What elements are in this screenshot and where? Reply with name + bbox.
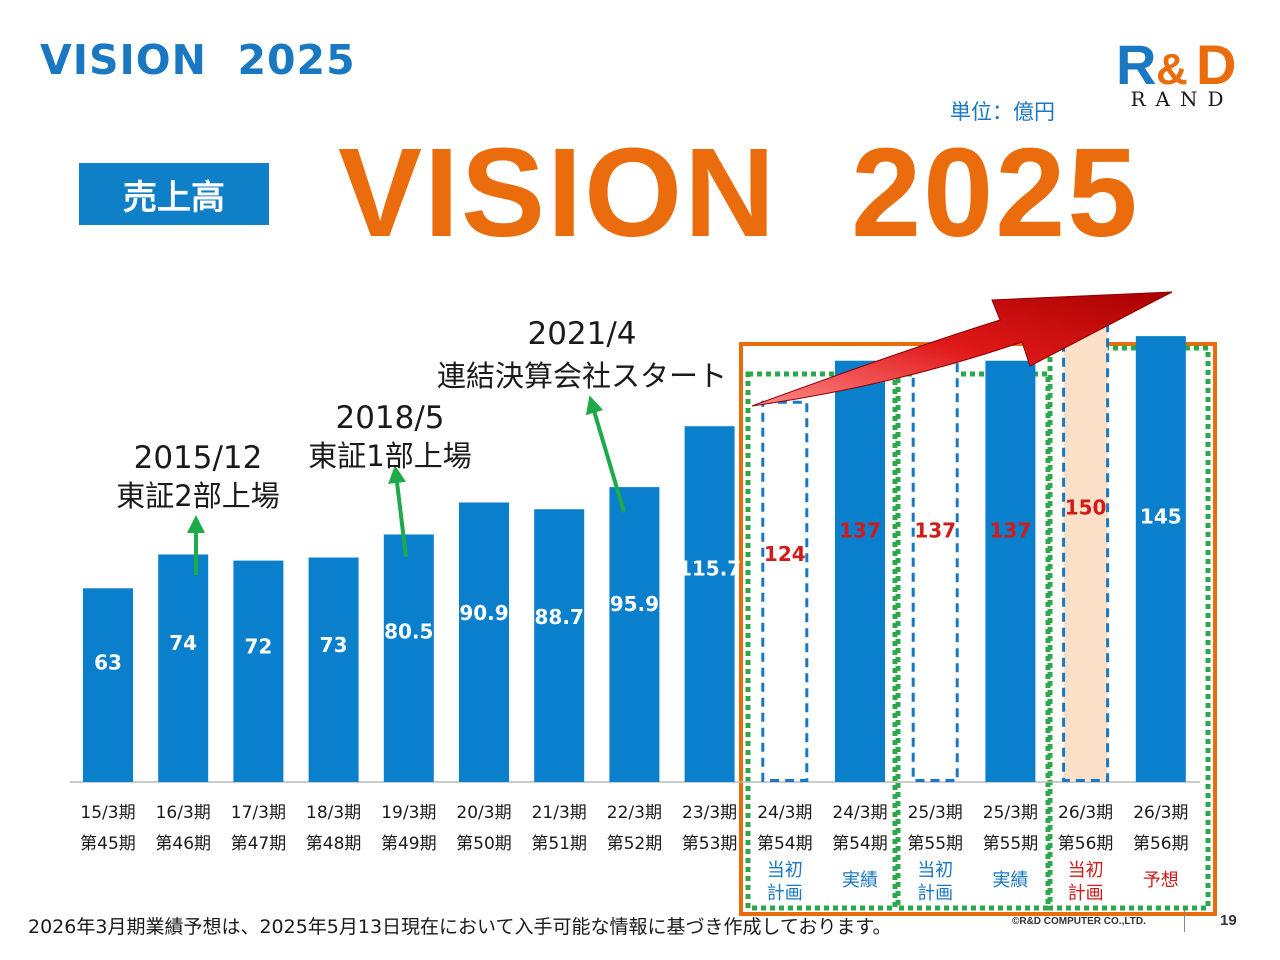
milestone-text-2015: 東証2部上場 bbox=[116, 479, 279, 513]
milestone-date-2021: 2021/4 bbox=[527, 316, 636, 352]
category-term-label: 第45期 bbox=[80, 834, 136, 854]
category-term-label: 第53期 bbox=[682, 834, 738, 854]
group-frame-fy2026 bbox=[1047, 345, 1211, 911]
category-period-label: 18/3期 bbox=[306, 803, 361, 823]
category-period-label: 21/3期 bbox=[532, 803, 587, 823]
category-period-label: 26/3期 bbox=[1058, 803, 1113, 823]
milestone-arrow-2018 bbox=[388, 465, 408, 558]
milestone-date-2015: 2015/12 bbox=[134, 440, 263, 476]
category-term-label: 第56期 bbox=[1133, 834, 1189, 854]
bar-value-label: 137 bbox=[839, 519, 881, 543]
bar-value-label: 115.7 bbox=[678, 557, 741, 581]
bar-value-label: 73 bbox=[320, 633, 348, 657]
unit-label: 単位：億円 bbox=[950, 100, 1055, 124]
category-term-label: 第54期 bbox=[832, 834, 888, 854]
category-period-label: 25/3期 bbox=[983, 803, 1038, 823]
category-period-label: 15/3期 bbox=[80, 803, 135, 823]
category-term-label: 第54期 bbox=[757, 834, 813, 854]
category-term-label: 第56期 bbox=[1058, 834, 1114, 854]
group-frame-fy2024 bbox=[745, 371, 898, 911]
bar bbox=[684, 426, 735, 782]
category-note-label: 実績 bbox=[992, 870, 1028, 891]
vision-title: VISION 2025 bbox=[338, 122, 1140, 263]
category-note-label: 当初 bbox=[1068, 860, 1104, 881]
plan-bar bbox=[911, 360, 959, 782]
company-logo: R & D RAND bbox=[1116, 33, 1236, 111]
category-note-label: 計画 bbox=[917, 883, 953, 904]
bar bbox=[609, 487, 660, 782]
category-term-label: 第47期 bbox=[231, 834, 287, 854]
category-term-label: 第50期 bbox=[456, 834, 512, 854]
bar-series: 63 74 72 73 80.5 90.9 88.7 95.9 115.7 124 137 137 13… bbox=[83, 320, 1186, 782]
bar-value-label: 88.7 bbox=[535, 605, 584, 629]
category-period-label: 25/3期 bbox=[908, 803, 963, 823]
milestone-date-2018: 2018/5 bbox=[335, 400, 444, 436]
category-note-label: 予想 bbox=[1143, 870, 1179, 891]
category-term-label: 第46期 bbox=[155, 834, 211, 854]
category-term-label: 第51期 bbox=[531, 834, 587, 854]
logo-word: RAND bbox=[1130, 87, 1233, 111]
category-note-label: 計画 bbox=[1068, 883, 1104, 904]
bar bbox=[158, 554, 209, 782]
category-term-label: 第55期 bbox=[907, 834, 963, 854]
category-term-label: 第48期 bbox=[306, 834, 362, 854]
copyright: ©R&D COMPUTER CO.,LTD. bbox=[1012, 916, 1146, 927]
bar bbox=[233, 560, 284, 782]
bar bbox=[1135, 336, 1186, 782]
category-period-label: 22/3期 bbox=[607, 803, 662, 823]
bar bbox=[534, 509, 585, 782]
logo-amp: & bbox=[1156, 45, 1188, 94]
bar bbox=[83, 588, 133, 782]
bar bbox=[985, 360, 1036, 782]
page-heading: VISION 2025 bbox=[40, 36, 356, 84]
bar-value-label: 137 bbox=[990, 519, 1032, 543]
category-period-label: 20/3期 bbox=[456, 803, 511, 823]
bar bbox=[835, 360, 885, 782]
plan-bar bbox=[1062, 320, 1110, 782]
bar bbox=[308, 557, 359, 782]
category-note-label: 当初 bbox=[917, 860, 953, 881]
bar-value-label: 74 bbox=[169, 631, 197, 655]
bar-value-label: 95.9 bbox=[610, 592, 659, 616]
category-period-label: 26/3期 bbox=[1133, 803, 1188, 823]
category-term-label: 第49期 bbox=[381, 834, 437, 854]
milestone-arrow-2021 bbox=[585, 395, 626, 513]
category-period-label: 24/3期 bbox=[832, 803, 887, 823]
category-note-label: 実績 bbox=[842, 870, 878, 891]
growth-arrow bbox=[751, 291, 1173, 407]
milestone-text-2018: 東証1部上場 bbox=[308, 439, 471, 473]
category-term-label: 第52期 bbox=[607, 834, 663, 854]
category-note-label: 計画 bbox=[767, 883, 803, 904]
category-period-label: 19/3期 bbox=[381, 803, 436, 823]
bar-value-label: 150 bbox=[1065, 495, 1107, 519]
bar-value-label: 72 bbox=[244, 635, 272, 659]
bar-value-label: 90.9 bbox=[459, 601, 508, 625]
bar-value-label: 124 bbox=[764, 542, 806, 566]
page-number: 19 bbox=[1220, 912, 1237, 929]
bar-value-label: 145 bbox=[1140, 504, 1182, 528]
category-period-label: 24/3期 bbox=[757, 803, 812, 823]
logo-d: D bbox=[1196, 33, 1236, 96]
category-note-label: 当初 bbox=[767, 860, 803, 881]
milestone-text-2021: 連結決算会社スタート bbox=[437, 359, 727, 393]
bar-value-label: 63 bbox=[94, 651, 122, 675]
page-separator bbox=[1184, 910, 1185, 932]
bar bbox=[383, 534, 434, 782]
logo-mark: R bbox=[1116, 33, 1156, 96]
bar bbox=[459, 502, 509, 782]
forecast-footnote: 2026年3月期業績予想は、2025年5月13日現在において入手可能な情報に基づ… bbox=[28, 916, 892, 938]
metric-badge: 売上高 bbox=[79, 163, 269, 225]
bar-value-label: 137 bbox=[914, 519, 956, 543]
plan-bar bbox=[761, 400, 809, 782]
category-period-label: 17/3期 bbox=[231, 803, 286, 823]
bar-value-label: 80.5 bbox=[384, 619, 433, 643]
category-period-label: 16/3期 bbox=[156, 803, 211, 823]
category-period-label: 23/3期 bbox=[682, 803, 737, 823]
category-term-label: 第55期 bbox=[983, 834, 1039, 854]
